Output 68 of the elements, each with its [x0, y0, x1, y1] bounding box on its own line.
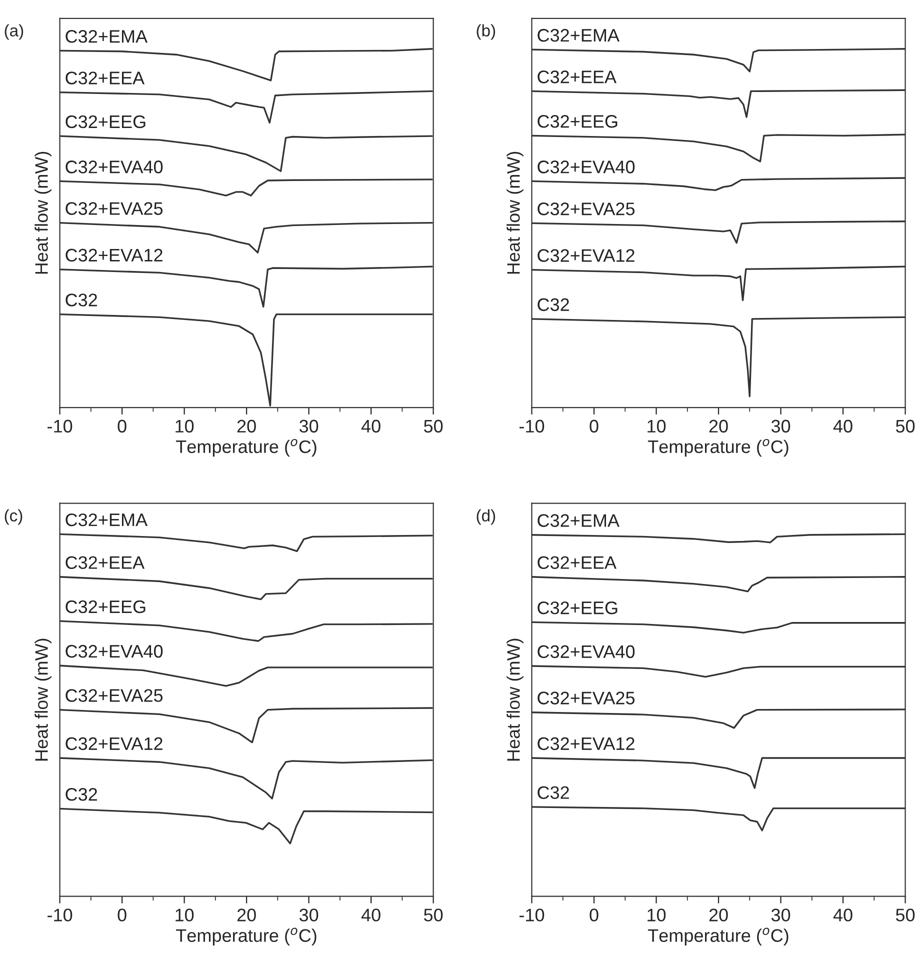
y-axis-title: Heat flow (mW)	[34, 152, 52, 274]
series-label: C32+EEA	[66, 556, 145, 569]
x-tick-label: 10	[176, 908, 194, 922]
x-tick-label: 40	[833, 908, 852, 922]
series-label: C32+EVA40	[538, 160, 635, 174]
series-label: C32+EVA12	[538, 737, 634, 750]
series-label: C32+EVA25	[66, 202, 163, 215]
y-axis-title: Heat flow (mW)	[506, 638, 524, 761]
x-axis-title: Temperature ($^{o}$C)	[176, 438, 316, 457]
x-tick-label: 20	[709, 908, 728, 922]
series-label: C32	[66, 294, 97, 306]
series-label: C32+EVA12	[66, 248, 162, 262]
x-tick-label: 40	[361, 420, 380, 433]
series-label: C32+EVA25	[538, 202, 635, 216]
series-label: C32+EEG	[538, 601, 618, 614]
x-tick-label: -10	[48, 908, 72, 922]
series-label: C32	[538, 786, 569, 799]
series-label: C32+EVA12	[538, 249, 634, 262]
x-tick-label: -10	[520, 420, 544, 433]
series-label: C32+EMA	[538, 28, 620, 42]
series-label: C32+EVA40	[66, 644, 163, 658]
series-label: C32	[538, 298, 569, 312]
x-tick-label: 40	[361, 908, 380, 922]
x-tick-label: 50	[896, 908, 915, 922]
x-tick-label: 30	[299, 908, 318, 922]
x-tick-label: 10	[176, 420, 194, 433]
series-label: C32+EEG	[66, 600, 146, 614]
x-tick-label: 0	[118, 420, 126, 433]
series-label: C32	[66, 788, 97, 801]
series-label: C32+EVA25	[66, 689, 163, 702]
x-axis-title: Temperature ($^{o}$C)	[648, 438, 788, 457]
x-axis-title: Temperature ($^{o}$C)	[648, 928, 788, 946]
chart-title: (b)	[476, 24, 496, 40]
series-label: C32+EVA12	[66, 737, 162, 750]
x-tick-label: 50	[424, 908, 443, 922]
x-tick-label: 0	[590, 908, 598, 922]
series-label: C32+EEG	[538, 115, 618, 128]
chart-title: (c)	[4, 509, 22, 525]
series-label: C32+EEA	[538, 70, 616, 84]
x-tick-label: 0	[590, 420, 598, 433]
x-tick-label: 50	[424, 420, 443, 433]
x-tick-label: -10	[48, 420, 72, 433]
series-label: C32+EVA25	[538, 692, 635, 704]
chart-title: (a)	[4, 24, 24, 40]
series-label: C32+EEA	[66, 72, 145, 84]
x-tick-label: 30	[299, 420, 318, 433]
x-tick-label: 40	[833, 420, 852, 433]
x-tick-label: 30	[771, 420, 790, 433]
series-label: C32+EMA	[538, 514, 620, 527]
y-axis-title: Heat flow (mW)	[506, 152, 524, 274]
y-axis-title: Heat flow (mW)	[34, 638, 52, 761]
x-axis-title: Temperature ($^{o}$C)	[176, 928, 316, 946]
series-label: C32+EVA40	[538, 645, 635, 658]
x-tick-label: 20	[237, 908, 256, 922]
series-label: C32+EEA	[538, 556, 616, 569]
x-tick-label: 20	[237, 420, 256, 433]
x-tick-label: 20	[709, 420, 728, 433]
x-tick-label: 0	[118, 908, 126, 922]
chart-title: (d)	[476, 509, 496, 525]
series-label: C32+EVA40	[66, 160, 163, 174]
x-tick-label: 10	[648, 420, 666, 433]
x-tick-label: 50	[896, 420, 915, 433]
series-label: C32+EMA	[66, 30, 148, 43]
series-label: C32+EMA	[66, 513, 148, 526]
series-label: C32+EEG	[66, 115, 146, 128]
x-tick-label: -10	[520, 908, 544, 922]
x-tick-label: 10	[648, 908, 666, 922]
x-tick-label: 30	[771, 908, 790, 922]
